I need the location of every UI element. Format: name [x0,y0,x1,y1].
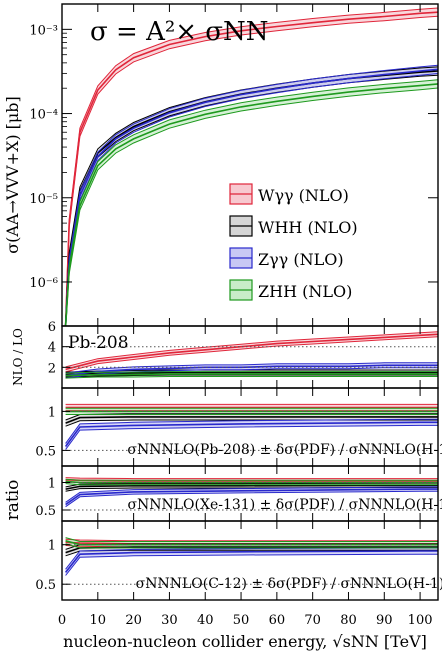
x-tick-label: 20 [125,613,142,628]
annotation-kfactor: Pb-208 [68,333,129,353]
band-upper-main-z-nlo [65,64,439,322]
x-tick-label: 60 [269,613,286,628]
band-ratio-c12-z-nlo [65,547,438,576]
band-upper-ratio-xe131-w-nlo [65,477,438,480]
x-tick-label: 30 [161,613,178,628]
formula-label: σ = A²× σNN [90,17,269,47]
band-lower-ratio-pb208-z-nlo [65,424,438,450]
ratio-caption-ratio-xe131: σNNNLO(Xe-131) ± δσ(PDF) / σNNNLO(H-1) [127,497,442,513]
panel-frame-ratio-c12 [61,520,439,601]
y-tick-label-main: 10⁻³ [29,23,58,38]
series-line-ratio-c12-whh-nlo [65,546,438,554]
band-upper-ratio-xe131-z-nlo [65,486,438,503]
reference-lines [62,346,438,585]
axis-labels: 10⁻³ 10⁻⁴ 10⁻⁵ 10⁻⁶ σ(AA→VVV+X) [μb] 2 4 6 Pb-20… [3,17,442,651]
x-tick-label: 90 [376,613,393,628]
ratio-caption-ratio-pb208: σNNNLO(Pb-208) ± δσ(PDF) / σNNNLO(H-1) [127,442,442,458]
x-tick-label: 70 [304,613,321,628]
series-line-ratio-xe131-z-nlo [65,488,438,506]
series-line-ratio-pb208-z-nlo [64,421,438,447]
series-line-kfactor-zhh-nlo [65,373,438,377]
panel-frames [61,3,439,601]
band-lower-ratio-xe131-zhh-nlo [65,483,438,486]
band-lower-ratio-xe131-z-nlo [65,490,438,508]
y-tick-label-ratio-xe131: 1 [48,477,56,492]
legend-label-whh-nlo: WHH (NLO) [258,218,358,237]
x-axis-title: nucleon-nucleon collider energy, √sNN [T… [63,632,427,651]
band-upper-ratio-xe131-zhh-nlo [65,478,438,481]
band-lower-main-w-nlo [65,15,439,327]
y-axis-title-kfactor: NLO / LO [11,328,25,386]
y-tick-label-ratio-pb208: 0.5 [35,444,56,459]
panel-frame-main [61,3,439,327]
x-tick-label: 100 [408,613,433,628]
y-tick-label-kfactor: 6 [48,320,56,335]
series-line-main-zhh-nlo [64,83,439,327]
band-upper-main-zhh-nlo [65,79,439,322]
y-axis-title-ratio-pb208: ratio [3,480,23,521]
axis-ticks [61,3,438,600]
ratio-caption-ratio-c12: σNNNLO(C-12) ± δσ(PDF) / σNNNLO(H-1) [136,576,442,592]
x-tick-label: 40 [197,613,214,628]
band-lower-ratio-xe131-whh-nlo [65,486,438,492]
band-upper-ratio-c12-zhh-nlo [65,537,438,542]
series-line-ratio-xe131-whh-nlo [65,484,438,490]
y-tick-label-kfactor: 2 [48,361,56,376]
legend-label-z-nlo: Zγγ (NLO) [258,250,344,269]
y-tick-label-ratio-c12: 1 [48,539,56,554]
y-tick-label-ratio-pb208: 1 [48,405,56,420]
band-lower-main-zhh-nlo [65,87,439,327]
series-line-ratio-pb208-whh-nlo [65,416,438,424]
y-tick-label-main: 10⁻⁴ [29,108,58,123]
legend-label-zhh-nlo: ZHH (NLO) [258,282,352,301]
legend-label-w-nlo: Wγγ (NLO) [258,186,349,205]
band-lower-kfactor-zhh-nlo [65,376,438,379]
y-tick-label-ratio-xe131: 0.5 [35,504,56,519]
series-line-kfactor-w-nlo [65,333,439,371]
x-tick-label: 0 [58,613,66,628]
y-tick-label-main: 10⁻⁵ [29,192,58,207]
x-tick-label: 10 [90,613,107,628]
band-upper-main-w-nlo [65,7,439,322]
band-upper-ratio-c12-w-nlo [65,538,438,542]
band-lower-kfactor-w-nlo [65,336,439,373]
series-line-kfactor-whh-nlo [65,371,438,376]
band-main-w-nlo [65,8,438,326]
legend: Wγγ (NLO) WHH (NLO) Zγγ (NLO) ZHH (NLO) [229,183,358,301]
band-lower-main-z-nlo [65,73,439,327]
x-tick-label: 50 [233,613,250,628]
y-axis-title-main: σ(AA→VVV+X) [μb] [3,96,22,254]
band-lower-ratio-c12-z-nlo [65,553,438,576]
band-lower-ratio-pb208-whh-nlo [65,419,438,427]
y-tick-label-kfactor: 4 [48,341,56,356]
x-tick-label: 80 [340,613,357,628]
band-upper-kfactor-w-nlo [65,331,439,368]
band-lower-kfactor-whh-nlo [65,374,438,378]
band-upper-kfactor-zhh-nlo [65,371,438,374]
series-line-ratio-c12-z-nlo [64,550,438,573]
y-tick-label-ratio-c12: 0.5 [35,578,56,593]
band-ratio-pb208-z-nlo [65,419,438,450]
band-lower-ratio-c12-zhh-nlo [65,543,438,549]
series-line-main-z-nlo [64,68,439,327]
band-upper-kfactor-whh-nlo [65,369,438,373]
series-line-main-w-nlo [64,11,439,327]
band-upper-kfactor-z-nlo [65,362,438,374]
band-upper-ratio-pb208-whh-nlo [65,413,438,421]
band-upper-ratio-pb208-z-nlo [65,418,438,444]
y-tick-label-main: 10⁻⁶ [29,276,58,291]
